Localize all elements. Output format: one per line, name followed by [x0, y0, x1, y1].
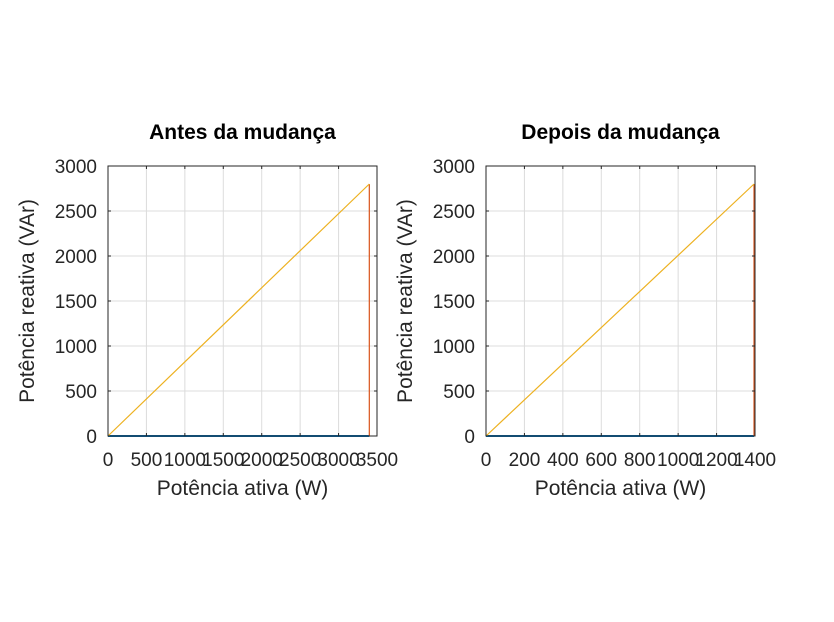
y-tick-label: 2000	[433, 247, 475, 268]
y-tick-label: 1500	[55, 292, 97, 313]
x-tick-label: 1200	[695, 450, 737, 471]
x-tick-label: 800	[624, 450, 656, 471]
x-tick-label: 200	[509, 450, 541, 471]
y-tick-label: 500	[65, 382, 97, 403]
x-axis-label: Potência ativa (W)	[535, 477, 707, 500]
chart-right: 0 200 400 600 800 100012001400050010001500200…	[394, 121, 776, 500]
y-tick-label: 2000	[55, 247, 97, 268]
chart-left: 0 500 100015002000250030003500050010001500…	[16, 121, 398, 500]
x-tick-label: 2000	[241, 450, 283, 471]
y-tick-label: 0	[464, 427, 475, 448]
y-axis-label: Potência reativa (VAr)	[394, 199, 417, 403]
x-axis-label: Potência ativa (W)	[157, 477, 329, 500]
x-tick-label: 1500	[202, 450, 244, 471]
y-tick-label: 3000	[55, 157, 97, 178]
x-tick-label: 3000	[317, 450, 359, 471]
x-tick-label: 1000	[657, 450, 699, 471]
x-tick-label: 2500	[279, 450, 321, 471]
y-tick-label: 1500	[433, 292, 475, 313]
x-tick-label: 3500	[356, 450, 398, 471]
x-tick-label: 0	[481, 450, 492, 471]
x-tick-label: 500	[131, 450, 163, 471]
y-tick-label: 2500	[433, 202, 475, 223]
x-tick-label: 1400	[734, 450, 776, 471]
chart-title: Antes da mudança	[149, 121, 336, 144]
y-tick-label: 0	[86, 427, 97, 448]
x-tick-label: 0	[103, 450, 114, 471]
chart-title: Depois da mudança	[521, 121, 720, 144]
y-tick-label: 3000	[433, 157, 475, 178]
y-tick-label: 1000	[55, 337, 97, 358]
x-tick-label: 1000	[164, 450, 206, 471]
y-tick-label: 500	[443, 382, 475, 403]
y-tick-label: 2500	[55, 202, 97, 223]
y-axis-label: Potência reativa (VAr)	[16, 199, 39, 403]
x-tick-label: 600	[585, 450, 617, 471]
series-line-2	[107, 183, 370, 437]
y-tick-label: 1000	[433, 337, 475, 358]
series-line-2	[485, 183, 755, 437]
x-tick-label: 400	[547, 450, 579, 471]
